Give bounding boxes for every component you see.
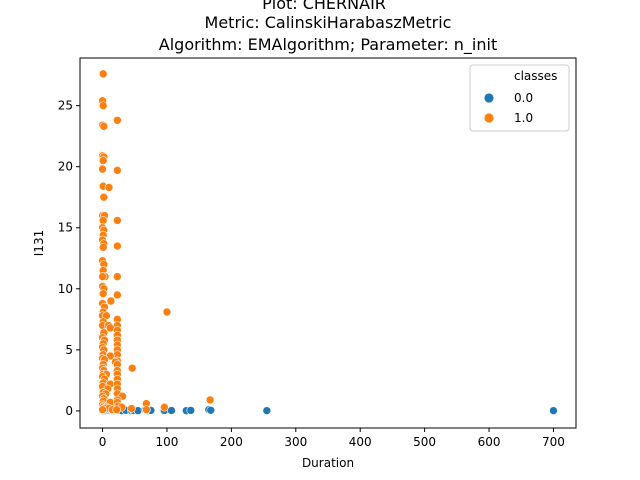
point-class-1.0-105 (127, 404, 136, 413)
y-tick-label-10: 10 (58, 282, 73, 296)
legend-label-class-1: 1.0 (514, 111, 533, 125)
point-class-1.0-35 (106, 296, 116, 306)
x-tick-label-100: 100 (156, 435, 179, 449)
point-class-1.0-10 (113, 166, 122, 175)
point-class-1.0-34 (113, 290, 122, 300)
point-class-1.0-4 (99, 122, 109, 131)
x-axis-ticks: 0 100 200 300 400 500 600 700 (99, 428, 565, 449)
legend-marker-class-0 (483, 92, 495, 104)
points-layer (98, 69, 558, 416)
point-class-1.0-23 (98, 242, 108, 252)
point-class-1.0-70 (127, 363, 137, 373)
point-class-1.0-17 (113, 216, 122, 225)
point-class-1.0-108 (112, 405, 122, 414)
x-tick-label-500: 500 (413, 435, 436, 449)
point-class-0.0-29 (186, 406, 196, 415)
x-tick-label-400: 400 (349, 435, 372, 449)
legend-box (469, 64, 570, 132)
legend-marker-class-1 (483, 112, 495, 124)
point-class-1.0-109 (142, 405, 151, 414)
x-tick-label-200: 200 (220, 435, 243, 449)
point-class-1.0-13 (99, 192, 109, 202)
chart-title: Plot: CHERNAIR (262, 0, 386, 13)
point-class-1.0-9 (98, 164, 107, 174)
x-tick-label-0: 0 (99, 435, 107, 449)
legend: classes 0.0 1.0 (469, 64, 570, 132)
legend-title: classes (514, 69, 557, 83)
x-tick-label-600: 600 (478, 435, 501, 449)
point-class-1.0-30 (113, 272, 122, 281)
point-class-1.0-91 (205, 395, 215, 405)
point-class-1.0-8 (98, 156, 108, 165)
point-class-1.0-39 (162, 307, 172, 317)
y-tick-label-25: 25 (58, 99, 73, 113)
x-tick-label-300: 300 (284, 435, 307, 449)
point-class-1.0-106 (98, 405, 107, 414)
y-axis-label: I131 (32, 230, 46, 256)
point-class-0.0-32 (262, 406, 272, 415)
chart-subtitle-metric: Metric: CalinskiHarabaszMetric (205, 13, 452, 32)
point-class-1.0-2 (98, 101, 108, 110)
point-class-1.0-16 (98, 216, 108, 225)
point-class-0.0-31 (206, 405, 216, 415)
y-tick-label-0: 0 (65, 404, 73, 418)
legend-label-class-0: 0.0 (514, 91, 533, 105)
point-class-1.0-24 (113, 241, 122, 251)
x-tick-label-700: 700 (542, 435, 565, 449)
point-class-0.0-27 (167, 406, 176, 415)
point-class-1.0-29 (98, 272, 107, 281)
chart-subtitle-algorithm: Algorithm: EMAlgorithm; Parameter: n_ini… (159, 35, 497, 55)
x-axis-label: Duration (302, 456, 354, 470)
point-class-1.0-101 (160, 402, 169, 412)
plot-frame (79, 57, 577, 429)
y-axis-ticks: 0 5 10 15 20 25 (58, 99, 80, 418)
y-tick-label-5: 5 (65, 343, 73, 357)
point-class-1.0-0 (98, 69, 108, 79)
point-class-1.0-12 (104, 183, 114, 192)
chart-title-group: Plot: CHERNAIR Metric: CalinskiHarabaszM… (159, 0, 497, 55)
y-tick-label-20: 20 (58, 160, 73, 174)
y-tick-label-15: 15 (58, 221, 73, 235)
point-class-1.0-33 (98, 289, 108, 298)
point-class-1.0-5 (113, 115, 122, 125)
point-class-0.0-33 (549, 406, 558, 415)
